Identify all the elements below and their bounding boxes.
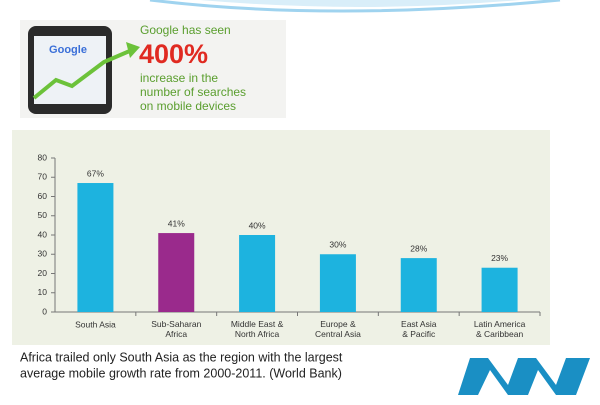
x-tick-label: Middle East & North Africa <box>231 319 284 339</box>
bar <box>400 258 437 312</box>
body-line: on mobile devices <box>140 99 236 113</box>
value-label: 40% <box>249 220 266 230</box>
y-tick-label: 50 <box>38 210 48 220</box>
y-tick-label: 80 <box>38 152 48 162</box>
top-decoration <box>149 0 561 13</box>
bar <box>77 183 114 312</box>
bar <box>239 235 276 312</box>
value-label: 67% <box>87 168 104 178</box>
stat: 400% <box>139 39 208 69</box>
x-tick-label: South Asia <box>75 319 116 329</box>
logo <box>458 358 590 395</box>
body-line: increase in the <box>140 71 218 85</box>
value-label: 28% <box>410 243 427 253</box>
phone-label: Google <box>49 44 87 56</box>
y-tick-label: 70 <box>38 172 48 182</box>
chart: 0 10 20 30 40 50 60 70 80 67% South Asia 41% Sub-Sah… <box>38 152 541 339</box>
y-tick-label: 30 <box>38 249 48 259</box>
caption: Africa trailed only South Asia as the re… <box>20 350 343 364</box>
headline: Google has seen <box>140 23 231 37</box>
y-tick-label: 10 <box>38 287 48 297</box>
growth-arrow-head <box>126 42 140 58</box>
value-label: 30% <box>329 240 346 250</box>
bar <box>481 267 518 312</box>
bar <box>319 254 356 312</box>
x-tick-label: Latin America & Caribbean <box>474 319 526 339</box>
value-label: 41% <box>168 218 185 228</box>
growth-arrow <box>32 48 133 100</box>
bar <box>158 233 195 312</box>
top-decoration <box>200 0 520 7</box>
x-tick-label: Europe & Central Asia <box>315 319 361 339</box>
y-tick-label: 20 <box>38 268 48 278</box>
x-tick-label: East Asia & Pacific <box>401 319 437 339</box>
body-line: number of searches <box>140 85 246 99</box>
y-tick-label: 0 <box>42 306 47 316</box>
y-tick-label: 60 <box>38 191 48 201</box>
caption: average mobile growth rate from 2000-201… <box>20 366 342 380</box>
value-label: 23% <box>491 253 508 263</box>
x-tick-label: Sub-Saharan Africa <box>151 319 201 339</box>
y-tick-label: 40 <box>38 229 48 239</box>
